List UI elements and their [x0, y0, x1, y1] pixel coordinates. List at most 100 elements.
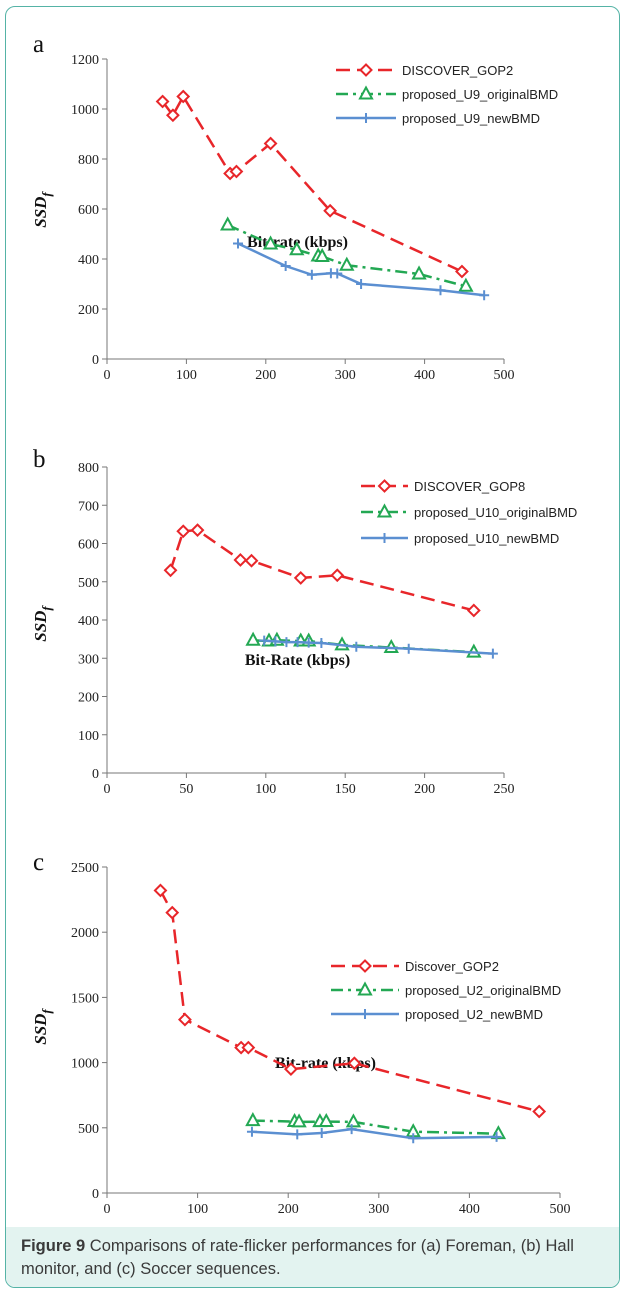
data-point: [408, 1133, 419, 1144]
y-tick-label: 600: [78, 538, 99, 553]
y-tick-label: 100: [78, 729, 99, 744]
data-point: [346, 1124, 357, 1135]
x-tick-label: 200: [278, 1202, 299, 1217]
data-point: [246, 1126, 257, 1137]
y-tick-label: 600: [78, 203, 99, 218]
y-tick-label: 800: [78, 461, 99, 476]
y-tick-label: 200: [78, 303, 99, 318]
x-tick-label: 500: [494, 368, 515, 383]
data-point: [356, 279, 367, 289]
data-point: [306, 269, 317, 280]
legend-marker: [379, 533, 390, 543]
x-tick-label: 300: [368, 1202, 389, 1217]
y-tick-label: 0: [92, 353, 99, 368]
x-tick-label: 50: [179, 782, 193, 797]
y-tick-label: 0: [92, 1187, 99, 1202]
series-DISCOVER_GOP8: [163, 523, 481, 618]
data-point: [479, 290, 490, 301]
legend-marker: [358, 959, 372, 973]
data-point: [303, 637, 314, 648]
data-point: [245, 1112, 261, 1127]
series-proposed_U9_newBMD: [233, 238, 490, 301]
data-point: [284, 1062, 298, 1077]
x-tick-label: 150: [335, 782, 356, 797]
series-Discover_GOP2: [153, 883, 547, 1119]
data-point: [316, 1128, 327, 1139]
data-point: [165, 108, 180, 123]
series-proposed_U2_newBMD: [246, 1124, 502, 1144]
series-proposed_U10_newBMD: [259, 635, 498, 659]
data-point: [220, 216, 236, 231]
data-point: [163, 563, 178, 578]
x-tick-label: 500: [550, 1202, 571, 1217]
series-line: [159, 889, 540, 1113]
legend-entry: proposed_U2_originalBMD: [331, 981, 561, 998]
data-point: [411, 265, 427, 280]
data-point: [229, 164, 244, 179]
data-point: [347, 1056, 362, 1071]
legend-entry: DISCOVER_GOP8: [361, 479, 525, 494]
data-point: [318, 1112, 334, 1128]
data-point: [330, 568, 345, 583]
data-point: [455, 264, 469, 279]
data-point: [292, 637, 303, 648]
y-tick-label: 500: [78, 1122, 99, 1137]
x-tick-label: 200: [414, 782, 435, 797]
x-tick-label: 100: [187, 1202, 208, 1217]
data-point: [289, 241, 305, 256]
panel-letter-b: b: [33, 446, 46, 473]
x-tick-label: 250: [494, 782, 515, 797]
x-tick-label: 200: [255, 368, 276, 383]
legend-marker: [361, 113, 371, 123]
x-tick-label: 0: [104, 368, 111, 383]
panel-letter-a: a: [33, 31, 44, 58]
figure-frame: a 0 200 400 600 800 1000 1200 0 100 200 300 400 500 Bi…: [5, 6, 620, 1288]
legend-label: DISCOVER_GOP2: [402, 63, 513, 78]
legend-label: Discover_GOP2: [405, 959, 499, 974]
y-axis-label: SSDf: [31, 605, 54, 642]
data-point: [281, 637, 292, 648]
y-tick-label: 0: [92, 767, 99, 782]
data-point: [280, 261, 291, 271]
y-tick-label: 400: [78, 614, 99, 629]
data-point: [262, 235, 279, 250]
data-point: [316, 637, 327, 648]
legend-label: proposed_U9_newBMD: [402, 111, 540, 126]
data-point: [458, 277, 474, 292]
data-point: [314, 247, 330, 262]
data-point: [233, 553, 248, 567]
data-point: [487, 648, 498, 659]
legend-label: proposed_U10_newBMD: [414, 531, 559, 546]
data-point: [466, 603, 481, 618]
data-point: [165, 905, 180, 920]
data-point: [190, 523, 205, 538]
series-line: [251, 1127, 497, 1140]
data-point: [292, 1129, 303, 1140]
legend-entry: proposed_U10_originalBMD: [361, 503, 577, 520]
y-tick-label: 2000: [71, 926, 99, 941]
data-point: [241, 1040, 256, 1055]
x-tick-label: 100: [255, 782, 276, 797]
legend-label: proposed_U9_originalBMD: [402, 87, 558, 102]
y-tick-label: 300: [78, 652, 99, 667]
data-point: [345, 1113, 362, 1128]
legend-entry: proposed_U9_newBMD: [336, 111, 540, 126]
data-point: [233, 238, 244, 249]
panel-letter-c: c: [33, 849, 44, 876]
data-point: [339, 256, 355, 271]
data-point: [178, 1012, 192, 1027]
caption-label: Figure 9: [21, 1237, 86, 1255]
legend-marker: [359, 63, 373, 77]
x-tick-label: 100: [176, 368, 197, 383]
data-point: [293, 571, 308, 585]
x-axis-label: Bit-Rate (kbps): [245, 652, 350, 669]
y-tick-label: 400: [78, 253, 99, 268]
data-point: [490, 1125, 507, 1140]
data-point: [263, 136, 278, 151]
legend-label: proposed_U2_newBMD: [405, 1007, 543, 1022]
legend-marker: [360, 1009, 370, 1019]
caption-text: Comparisons of rate-flicker performances…: [21, 1237, 574, 1278]
